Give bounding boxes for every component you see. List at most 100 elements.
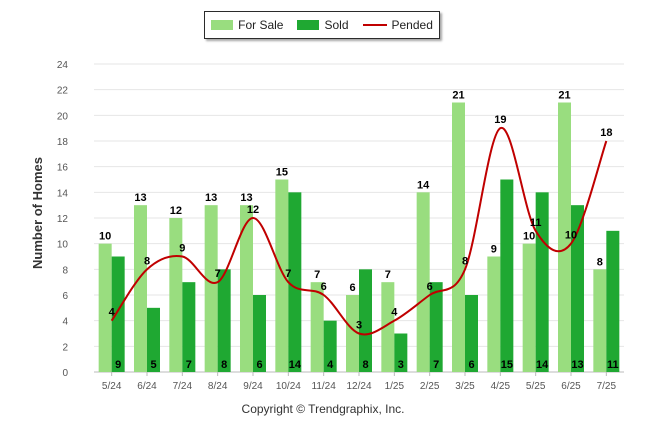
y-axis-label: Number of Homes [30, 157, 45, 269]
data-label-for-sale: 8 [597, 256, 603, 268]
x-tick-label: 5/24 [102, 381, 122, 392]
data-label-for-sale: 10 [523, 231, 535, 243]
legend-label-sold: Sold [324, 18, 349, 32]
data-label-pended: 6 [321, 281, 327, 293]
data-label-pended: 9 [179, 243, 185, 255]
data-label-sold: 6 [256, 359, 262, 371]
bar-for-sale [558, 102, 571, 372]
legend-item-pended[interactable]: Pended [362, 18, 433, 32]
data-label-pended: 19 [494, 114, 506, 126]
data-label-sold: 9 [115, 359, 121, 371]
data-label-pended: 8 [144, 255, 150, 267]
x-tick-label: 2/25 [420, 381, 440, 392]
data-label-for-sale: 15 [276, 167, 288, 179]
legend: For Sale Sold Pended [204, 11, 440, 39]
data-label-for-sale: 14 [417, 179, 430, 191]
legend-swatch-sold [297, 20, 320, 30]
y-tick-label: 4 [62, 317, 68, 328]
data-label-for-sale: 6 [349, 282, 355, 294]
data-label-pended: 4 [391, 307, 398, 319]
data-label-pended: 6 [427, 281, 433, 293]
y-tick-label: 22 [57, 86, 69, 97]
data-label-for-sale: 12 [170, 205, 182, 217]
data-label-for-sale: 7 [385, 269, 391, 281]
data-label-for-sale: 21 [452, 90, 464, 102]
data-label-pended: 3 [356, 320, 362, 332]
copyright-text: Copyright © Trendgraphix, Inc. [241, 402, 405, 416]
data-label-for-sale: 21 [558, 90, 570, 102]
bar-for-sale [98, 243, 112, 372]
data-label-sold: 3 [398, 359, 404, 371]
legend-label-pended: Pended [391, 18, 433, 32]
legend-label-for-sale: For Sale [238, 18, 284, 32]
x-tick-label: 9/24 [243, 381, 263, 392]
bar-sold [465, 295, 478, 372]
data-label-sold: 5 [150, 359, 156, 371]
y-tick-label: 0 [62, 368, 68, 379]
y-tick-label: 10 [57, 240, 69, 251]
bar-sold [606, 230, 620, 372]
bar-sold [394, 333, 408, 372]
y-tick-label: 12 [57, 214, 69, 225]
y-tick-label: 20 [57, 111, 69, 122]
data-label-pended: 8 [462, 255, 468, 267]
data-label-pended: 11 [530, 217, 542, 229]
x-tick-label: 8/24 [208, 381, 228, 392]
y-tick-label: 8 [62, 265, 68, 276]
data-label-sold: 11 [607, 359, 619, 371]
data-label-sold: 8 [221, 359, 227, 371]
data-label-sold: 14 [536, 359, 549, 371]
x-tick-label: 12/24 [346, 381, 371, 392]
y-tick-label: 2 [62, 342, 68, 353]
y-tick-label: 24 [57, 60, 69, 71]
data-label-for-sale: 13 [240, 192, 252, 204]
x-tick-label: 7/24 [173, 381, 193, 392]
pended-line-path [110, 127, 608, 336]
bar-sold [359, 269, 372, 372]
data-label-sold: 6 [468, 359, 474, 371]
bar-sold [500, 179, 514, 372]
legend-swatch-for-sale [211, 20, 234, 30]
bar-for-sale [240, 205, 253, 372]
bar-for-sale [134, 205, 147, 372]
bar-sold [323, 320, 337, 372]
data-label-pended: 10 [565, 230, 577, 242]
bar-sold [253, 295, 266, 372]
x-tick-label: 6/25 [561, 381, 581, 392]
bar-for-sale [275, 179, 289, 372]
x-tick-label: 11/24 [312, 381, 337, 392]
x-tick-label: 5/25 [526, 381, 546, 392]
data-label-sold: 14 [289, 359, 302, 371]
x-tick-label: 1/25 [385, 381, 405, 392]
data-label-for-sale: 9 [491, 244, 497, 256]
data-label-for-sale: 13 [134, 192, 146, 204]
bar-sold [288, 192, 302, 372]
data-label-sold: 15 [501, 359, 513, 371]
bar-sold [111, 256, 125, 372]
legend-item-sold[interactable]: Sold [297, 18, 349, 32]
bar-for-sale [416, 192, 430, 372]
bar-sold [182, 282, 196, 372]
bar-for-sale [593, 269, 607, 372]
bar-for-sale [169, 218, 183, 372]
bar-for-sale [487, 256, 501, 372]
y-tick-label: 16 [57, 163, 69, 174]
y-tick-label: 14 [57, 188, 69, 199]
data-label-pended: 4 [109, 307, 116, 319]
legend-swatch-pended [362, 24, 387, 26]
data-label-sold: 4 [327, 359, 334, 371]
x-axis-ticks: 5/24 6/24 7/24 8/24 9/24 10/24 11/24 12/24 1/25 2… [102, 372, 617, 392]
x-tick-label: 3/25 [455, 381, 475, 392]
data-label-pended: 7 [215, 268, 221, 280]
data-label-sold: 13 [571, 359, 583, 371]
data-label-for-sale: 7 [314, 269, 320, 281]
bars [98, 102, 620, 372]
bar-for-sale [346, 295, 359, 372]
bar-for-sale [522, 243, 536, 372]
legend-item-for-sale[interactable]: For Sale [211, 18, 283, 32]
data-label-sold: 7 [186, 359, 192, 371]
bar-for-sale [381, 282, 395, 372]
bar-sold [429, 282, 443, 372]
bar-sold [217, 269, 231, 372]
